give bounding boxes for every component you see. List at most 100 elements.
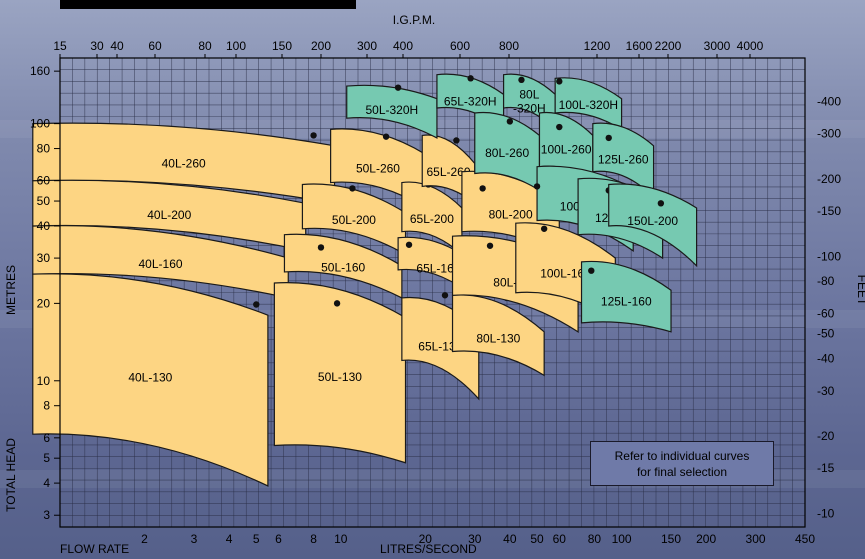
duty-point (533, 183, 541, 190)
top-tick-label: 60 (148, 39, 162, 53)
right-tick-label: -50 (817, 327, 835, 341)
selection-note: Refer to individual curves for final sel… (590, 441, 774, 486)
bottom-tick-label: 3 (191, 532, 198, 546)
right-tick-label: -40 (817, 352, 835, 366)
pump-region-label: 40L-260 (162, 156, 206, 170)
right-tick-label: -60 (817, 306, 835, 320)
bottom-tick-label: 20 (419, 532, 433, 546)
left-tick-label: 4 (43, 476, 50, 490)
bottom-tick-label: 100 (612, 532, 632, 546)
pump-regions: 40L-130 40L-160 40L-200 40L-260 50L-130 50L-1… (32, 73, 698, 487)
duty-point (317, 244, 325, 251)
pump-region-shape (580, 260, 672, 333)
duty-point (486, 242, 494, 249)
left-tick-label: 6 (43, 431, 50, 445)
pump-region-shape (346, 84, 438, 139)
right-tick-label: -100 (817, 249, 841, 263)
duty-point (349, 185, 356, 192)
top-tick-label: 200 (311, 39, 331, 53)
tick-labels: 15 30 40 60 80 100 150 200 300 400 600 800 1200 1600 2… (30, 39, 841, 546)
top-tick-label: 1200 (584, 39, 611, 53)
duty-point (556, 78, 563, 85)
top-tick-label: 80 (198, 39, 212, 53)
y-axis-label-total-head: TOTAL HEAD (4, 438, 18, 512)
bottom-tick-label: 6 (275, 532, 282, 546)
bottom-tick-label: 80 (588, 532, 602, 546)
pump-region: 80L-130 (451, 294, 545, 377)
top-tick-label: 300 (357, 39, 377, 53)
pump-region-label: 125L-160 (601, 295, 652, 309)
left-tick-label: 8 (43, 399, 50, 413)
left-tick-label: 60 (37, 174, 51, 188)
top-tick-label: 3000 (704, 39, 731, 53)
right-tick-label: -80 (817, 274, 835, 288)
bottom-tick-label: 8 (310, 532, 317, 546)
pump-region-label: 50L-200 (332, 213, 376, 227)
pump-region-label: 65L-200 (410, 212, 454, 226)
left-tick-label: 5 (43, 451, 50, 465)
left-tick-label: 100 (30, 117, 50, 131)
top-tick-label: 800 (499, 39, 519, 53)
left-tick-label: 80 (37, 142, 51, 156)
left-tick-label: 10 (37, 374, 51, 388)
top-tick-label: 4000 (737, 39, 764, 53)
right-tick-label: -15 (817, 461, 835, 475)
x-axis-label-litres-second: LITRES/SECOND (380, 542, 477, 556)
pump-region-label: 65L-320H (444, 95, 497, 109)
right-tick-label: -30 (817, 384, 835, 398)
bottom-tick-label: 450 (795, 532, 815, 546)
bottom-tick-label: 2 (141, 532, 148, 546)
pump-region: 50L-130 (273, 282, 407, 464)
top-tick-label: 30 (90, 39, 104, 53)
pump-region-label: 80L-130 (476, 331, 520, 345)
top-tick-label: 1600 (626, 39, 653, 53)
pump-region-label: 65L-130 (418, 339, 462, 353)
right-tick-label: -150 (817, 204, 841, 218)
left-tick-label: 30 (37, 251, 51, 265)
pump-region-label: 40L-160 (139, 257, 183, 271)
y-axis-label-metres: METRES (4, 265, 18, 315)
duty-point (506, 118, 514, 125)
pump-region-label: 40L-200 (147, 208, 191, 222)
pump-region-label: 65L-160 (416, 262, 460, 276)
top-tick-label: 2200 (655, 39, 682, 53)
pump-region-label: 80L-260 (485, 146, 529, 160)
pump-region-label: 50L-260 (356, 162, 400, 176)
x-axis-label-flow-rate: FLOW RATE (60, 542, 129, 556)
pump-region-label: 80L-200 (489, 208, 533, 222)
pump-region: 80L-260 (474, 111, 541, 192)
top-tick-label: 600 (450, 39, 470, 53)
bottom-tick-label: 40 (503, 532, 517, 546)
pump-region-label: 40L-130 (128, 370, 172, 384)
chart-frame (59, 57, 806, 528)
left-tick-label: 50 (37, 194, 51, 208)
duty-point (441, 292, 449, 299)
bottom-tick-label: 300 (746, 532, 766, 546)
duty-point (405, 241, 413, 248)
top-tick-label: 150 (272, 39, 292, 53)
pump-region: 50L-320H (346, 84, 438, 139)
left-tick-label: 20 (37, 296, 51, 310)
pump-region-shape (273, 282, 407, 464)
duty-point (333, 300, 341, 307)
pump-region: 125L-260 (592, 122, 655, 199)
pump-region: 100L-260 (538, 111, 594, 184)
pump-region-label: 100L-260 (541, 142, 592, 156)
pump-region: 100L-320H (554, 77, 623, 131)
top-tick-label: 40 (110, 39, 124, 53)
left-tick-label: 40 (37, 219, 51, 233)
bottom-tick-label: 200 (696, 532, 716, 546)
pump-region-label: 100L-320H (559, 98, 618, 112)
right-tick-label: -10 (817, 506, 835, 520)
bottom-tick-label: 10 (334, 532, 348, 546)
note-line-2: for final selection (636, 464, 728, 479)
pump-region-shape (608, 183, 698, 268)
pump-region-label: 50L-160 (321, 261, 365, 275)
pump-region-label: 50L-130 (318, 370, 362, 384)
pump-region-label: 150L-200 (627, 214, 678, 228)
pump-region: 40L-130 (32, 273, 269, 487)
duty-point (310, 132, 317, 139)
pump-region-label: 125L-260 (598, 152, 649, 166)
duty-point (540, 225, 548, 232)
